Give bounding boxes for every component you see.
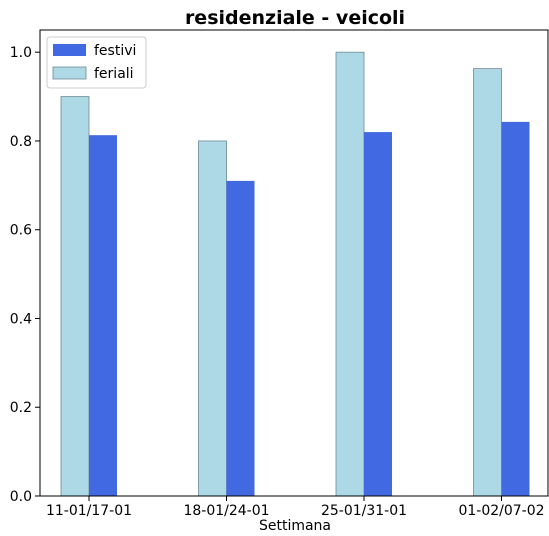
x-tick-label: 25-01/31-01: [321, 503, 407, 519]
x-tick-label: 11-01/17-01: [46, 503, 132, 519]
x-axis-ticks: 11-01/17-01 18-01/24-01 25-01/31-01 01-02/0…: [46, 496, 545, 519]
legend-swatch-festivi: [53, 44, 86, 56]
bar-feriali-3: [335, 51, 365, 497]
bar-festivi-2: [226, 180, 255, 496]
bar-festivi-3: [364, 132, 392, 497]
bar-feriali-1: [60, 96, 90, 497]
y-tick-label: 0.8: [10, 134, 32, 150]
bar-feriali-2: [198, 140, 227, 497]
y-axis-ticks: 0.0 0.2 0.4 0.6 0.8 1.0: [10, 45, 40, 505]
x-tick-label: 18-01/24-01: [183, 503, 269, 519]
y-tick-label: 0.0: [10, 489, 32, 505]
plot-frame: [39, 29, 549, 497]
bar-festivi-4: [501, 121, 530, 497]
bar-feriali-4: [473, 68, 502, 497]
legend: festivi feriali: [46, 36, 147, 89]
bar-festivi-1: [89, 135, 117, 496]
x-axis-label: Settimana: [259, 518, 331, 534]
legend-label-festivi: festivi: [94, 43, 136, 59]
bars-group: [60, 51, 530, 497]
chart-title: residenziale - veicoli: [185, 7, 405, 29]
y-tick-label: 0.2: [10, 400, 32, 416]
x-tick-label: 01-02/07-02: [458, 503, 544, 519]
y-tick-label: 0.4: [10, 311, 32, 327]
legend-label-feriali: feriali: [94, 66, 134, 82]
y-tick-label: 0.6: [10, 223, 32, 239]
y-tick-label: 1.0: [10, 45, 32, 61]
legend-swatch-feriali: [52, 66, 87, 80]
